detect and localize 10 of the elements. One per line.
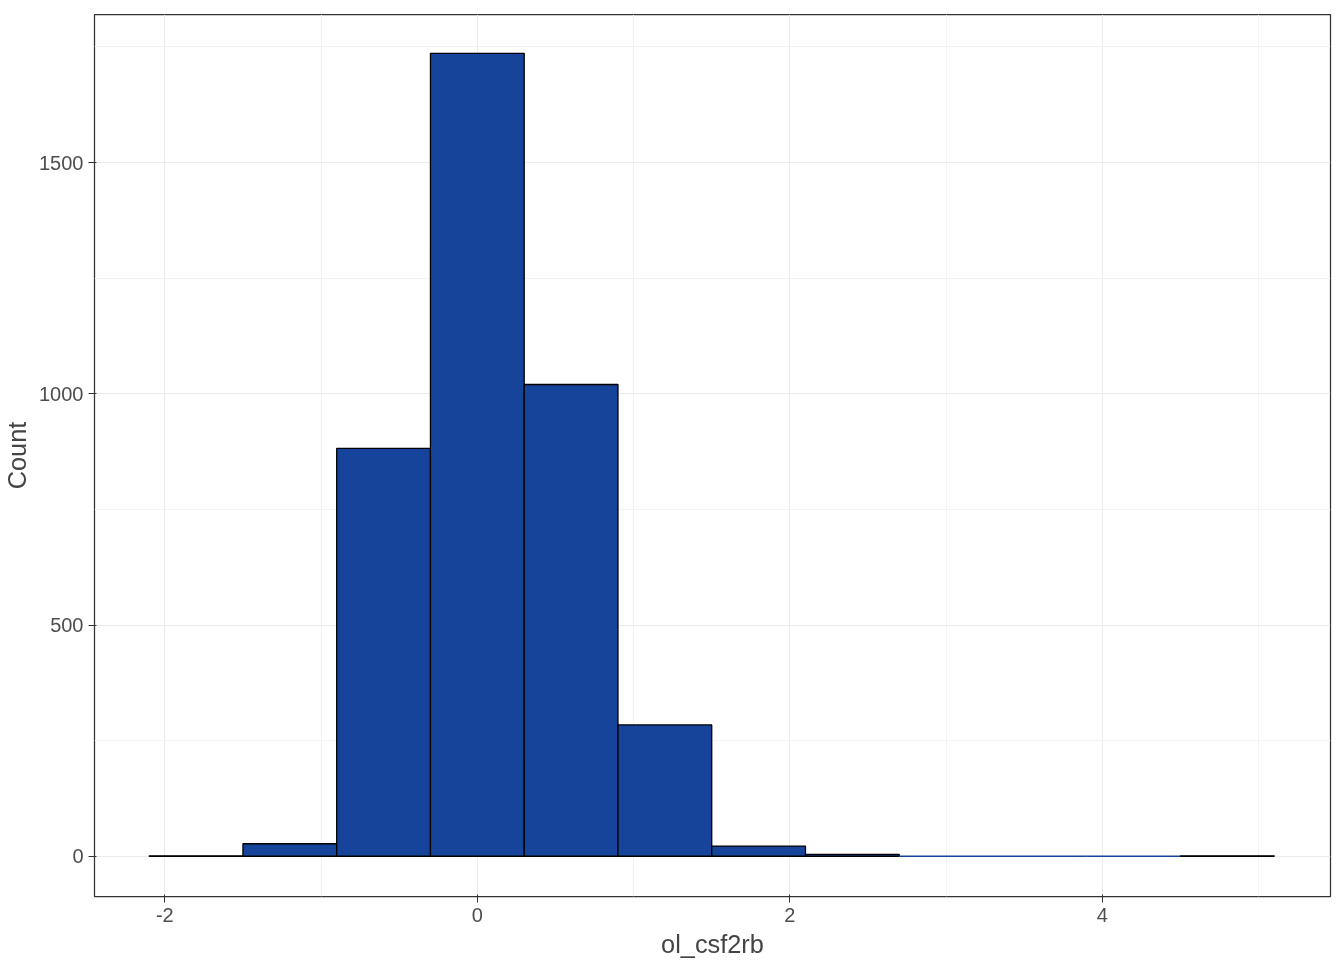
x-tick-label: 4 — [1096, 903, 1108, 926]
x-tick-label: -2 — [155, 903, 174, 926]
y-axis-title: Count — [3, 421, 32, 490]
y-tick-label: 500 — [50, 614, 84, 637]
x-axis-title: ol_csf2rb — [661, 929, 764, 958]
x-tick-label: 2 — [784, 903, 796, 926]
x-tick-label: 0 — [471, 903, 483, 926]
y-tick-label: 0 — [72, 845, 84, 868]
y-tick-label: 1500 — [39, 151, 84, 174]
y-tick-label: 1000 — [39, 382, 84, 405]
